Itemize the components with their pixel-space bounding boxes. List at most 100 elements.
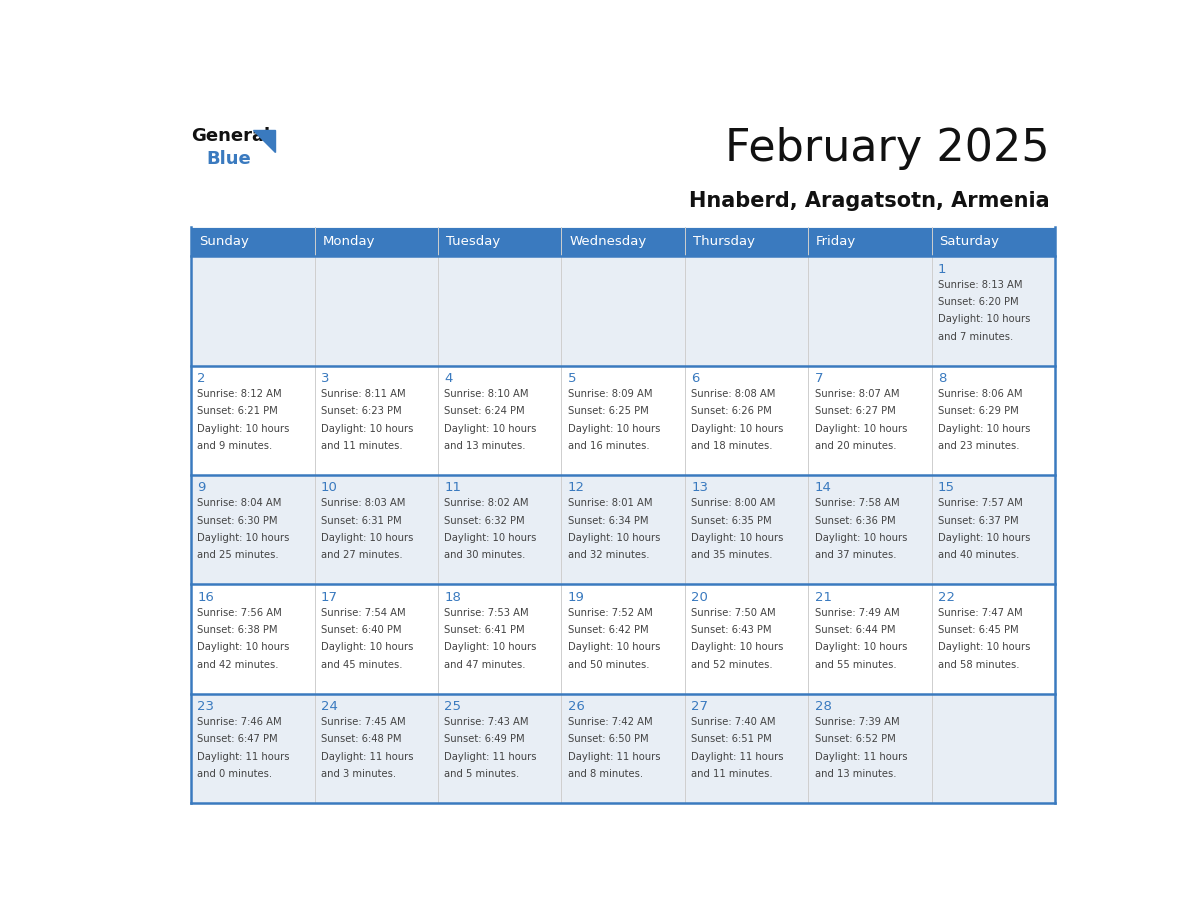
Text: Sunrise: 8:04 AM: Sunrise: 8:04 AM: [197, 498, 282, 509]
Text: and 58 minutes.: and 58 minutes.: [939, 659, 1019, 669]
Bar: [685, 227, 808, 256]
Text: and 16 minutes.: and 16 minutes.: [568, 441, 650, 451]
Text: 13: 13: [691, 481, 708, 494]
Bar: [562, 365, 685, 476]
Text: 21: 21: [815, 590, 832, 604]
Text: 9: 9: [197, 481, 206, 494]
Text: Sunset: 6:50 PM: Sunset: 6:50 PM: [568, 734, 649, 744]
Bar: [315, 227, 438, 256]
Text: Daylight: 11 hours: Daylight: 11 hours: [568, 752, 661, 762]
Bar: [191, 476, 315, 585]
Text: Daylight: 10 hours: Daylight: 10 hours: [939, 314, 1030, 324]
Text: Sunrise: 8:12 AM: Sunrise: 8:12 AM: [197, 389, 282, 399]
Text: and 13 minutes.: and 13 minutes.: [815, 769, 896, 778]
Text: Sunrise: 8:06 AM: Sunrise: 8:06 AM: [939, 389, 1023, 399]
Text: 3: 3: [321, 372, 329, 385]
Text: Sunrise: 7:52 AM: Sunrise: 7:52 AM: [568, 608, 652, 618]
Text: Sunset: 6:38 PM: Sunset: 6:38 PM: [197, 625, 278, 635]
Text: Daylight: 11 hours: Daylight: 11 hours: [321, 752, 413, 762]
Bar: [315, 365, 438, 476]
Text: Sunset: 6:48 PM: Sunset: 6:48 PM: [321, 734, 402, 744]
Bar: [808, 227, 931, 256]
Text: Sunset: 6:31 PM: Sunset: 6:31 PM: [321, 516, 402, 526]
Text: Sunrise: 8:07 AM: Sunrise: 8:07 AM: [815, 389, 899, 399]
Text: 25: 25: [444, 700, 461, 713]
Text: Sunrise: 8:03 AM: Sunrise: 8:03 AM: [321, 498, 405, 509]
Text: Sunset: 6:32 PM: Sunset: 6:32 PM: [444, 516, 525, 526]
Text: Sunrise: 7:49 AM: Sunrise: 7:49 AM: [815, 608, 899, 618]
Text: Daylight: 10 hours: Daylight: 10 hours: [568, 643, 661, 652]
Bar: [562, 256, 685, 365]
Text: Wednesday: Wednesday: [569, 235, 646, 249]
Text: Daylight: 10 hours: Daylight: 10 hours: [691, 423, 783, 433]
Text: Sunrise: 8:10 AM: Sunrise: 8:10 AM: [444, 389, 529, 399]
Bar: [931, 227, 1055, 256]
Text: Sunrise: 8:02 AM: Sunrise: 8:02 AM: [444, 498, 529, 509]
Text: 27: 27: [691, 700, 708, 713]
Text: Sunset: 6:35 PM: Sunset: 6:35 PM: [691, 516, 772, 526]
Text: Daylight: 10 hours: Daylight: 10 hours: [691, 532, 783, 543]
Bar: [438, 365, 562, 476]
Bar: [191, 694, 315, 803]
Text: Sunset: 6:21 PM: Sunset: 6:21 PM: [197, 407, 278, 416]
Text: Sunrise: 7:53 AM: Sunrise: 7:53 AM: [444, 608, 529, 618]
Text: 7: 7: [815, 372, 823, 385]
Bar: [191, 585, 315, 694]
Text: and 42 minutes.: and 42 minutes.: [197, 659, 279, 669]
Text: Sunset: 6:37 PM: Sunset: 6:37 PM: [939, 516, 1018, 526]
Text: Sunset: 6:51 PM: Sunset: 6:51 PM: [691, 734, 772, 744]
Text: Sunrise: 8:09 AM: Sunrise: 8:09 AM: [568, 389, 652, 399]
Text: 20: 20: [691, 590, 708, 604]
Text: Sunset: 6:41 PM: Sunset: 6:41 PM: [444, 625, 525, 635]
Text: 22: 22: [939, 590, 955, 604]
Text: Daylight: 10 hours: Daylight: 10 hours: [197, 423, 290, 433]
Text: Daylight: 10 hours: Daylight: 10 hours: [815, 532, 906, 543]
Text: 17: 17: [321, 590, 337, 604]
Text: and 50 minutes.: and 50 minutes.: [568, 659, 649, 669]
Text: and 32 minutes.: and 32 minutes.: [568, 550, 649, 560]
Bar: [191, 256, 315, 365]
Bar: [685, 694, 808, 803]
Text: and 5 minutes.: and 5 minutes.: [444, 769, 519, 778]
Text: and 30 minutes.: and 30 minutes.: [444, 550, 525, 560]
Text: and 37 minutes.: and 37 minutes.: [815, 550, 896, 560]
Text: Sunset: 6:25 PM: Sunset: 6:25 PM: [568, 407, 649, 416]
Text: and 40 minutes.: and 40 minutes.: [939, 550, 1019, 560]
Text: 2: 2: [197, 372, 206, 385]
Text: and 0 minutes.: and 0 minutes.: [197, 769, 272, 778]
Text: Sunrise: 7:42 AM: Sunrise: 7:42 AM: [568, 717, 652, 727]
Text: 5: 5: [568, 372, 576, 385]
Text: 12: 12: [568, 481, 584, 494]
Text: Sunset: 6:20 PM: Sunset: 6:20 PM: [939, 297, 1018, 307]
Bar: [315, 585, 438, 694]
Text: Sunrise: 8:00 AM: Sunrise: 8:00 AM: [691, 498, 776, 509]
Text: Sunrise: 8:08 AM: Sunrise: 8:08 AM: [691, 389, 776, 399]
Bar: [931, 365, 1055, 476]
Text: Sunrise: 8:01 AM: Sunrise: 8:01 AM: [568, 498, 652, 509]
Text: Sunset: 6:40 PM: Sunset: 6:40 PM: [321, 625, 402, 635]
Text: Sunrise: 7:56 AM: Sunrise: 7:56 AM: [197, 608, 282, 618]
Text: Sunset: 6:36 PM: Sunset: 6:36 PM: [815, 516, 896, 526]
Text: Sunset: 6:47 PM: Sunset: 6:47 PM: [197, 734, 278, 744]
Text: Sunday: Sunday: [198, 235, 248, 249]
Text: Sunset: 6:42 PM: Sunset: 6:42 PM: [568, 625, 649, 635]
Text: and 23 minutes.: and 23 minutes.: [939, 441, 1019, 451]
Bar: [191, 365, 315, 476]
Bar: [931, 256, 1055, 365]
Text: Sunset: 6:23 PM: Sunset: 6:23 PM: [321, 407, 402, 416]
Text: Sunrise: 8:13 AM: Sunrise: 8:13 AM: [939, 280, 1023, 289]
Text: Sunset: 6:44 PM: Sunset: 6:44 PM: [815, 625, 895, 635]
Text: Daylight: 10 hours: Daylight: 10 hours: [939, 423, 1030, 433]
Text: Sunset: 6:29 PM: Sunset: 6:29 PM: [939, 407, 1019, 416]
Text: Sunset: 6:49 PM: Sunset: 6:49 PM: [444, 734, 525, 744]
Text: and 11 minutes.: and 11 minutes.: [321, 441, 403, 451]
Text: and 3 minutes.: and 3 minutes.: [321, 769, 396, 778]
Bar: [685, 476, 808, 585]
Bar: [438, 227, 562, 256]
Bar: [808, 365, 931, 476]
Bar: [931, 694, 1055, 803]
Text: Sunset: 6:34 PM: Sunset: 6:34 PM: [568, 516, 649, 526]
Text: and 47 minutes.: and 47 minutes.: [444, 659, 526, 669]
Text: Sunset: 6:30 PM: Sunset: 6:30 PM: [197, 516, 278, 526]
Bar: [685, 585, 808, 694]
